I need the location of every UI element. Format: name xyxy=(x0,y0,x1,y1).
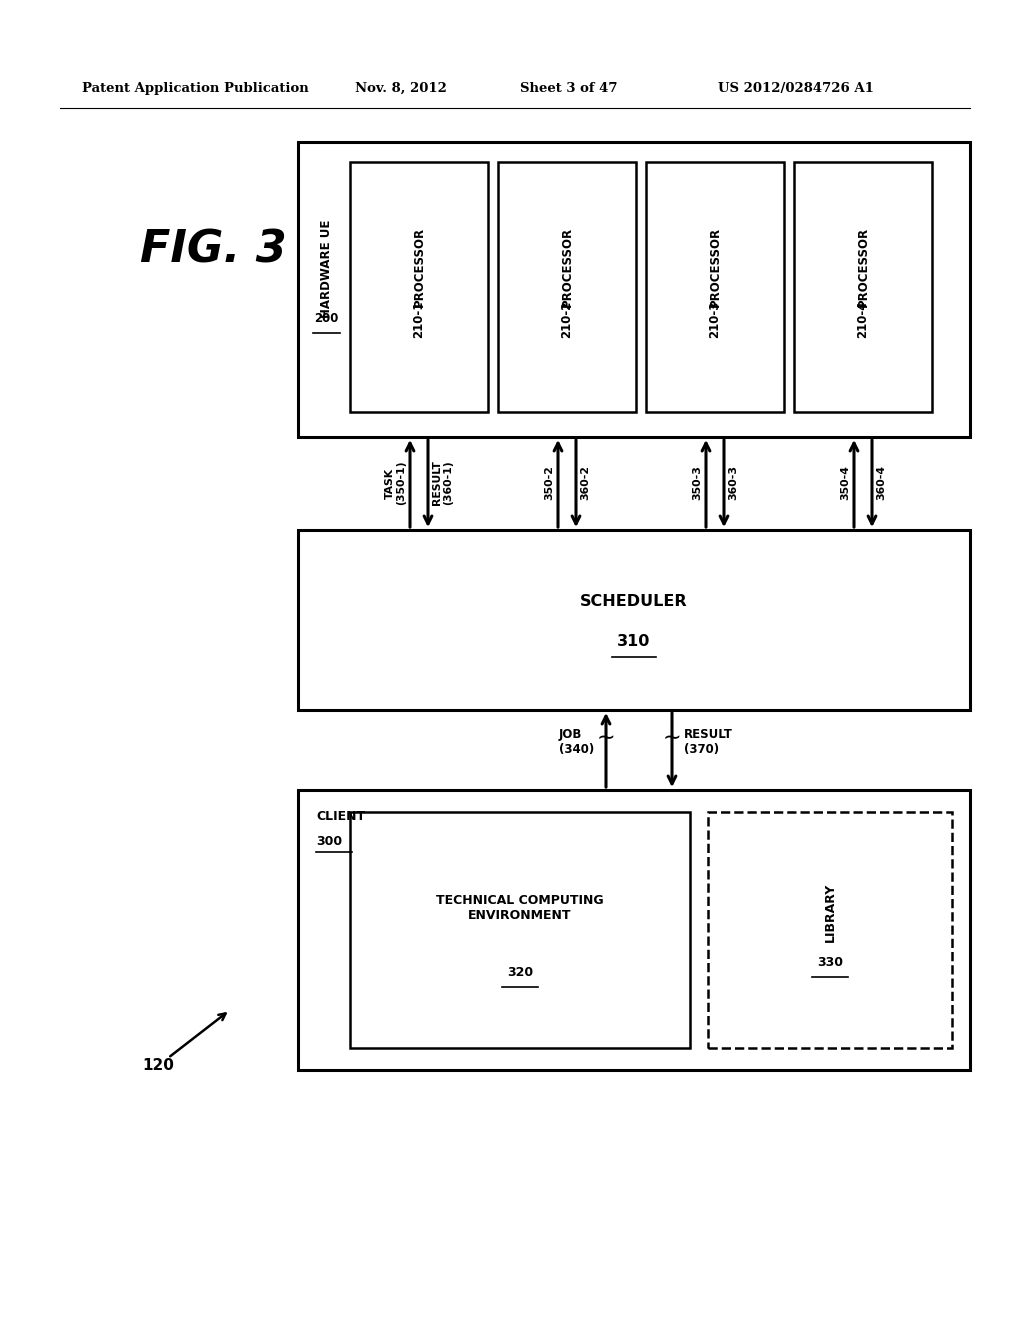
Text: ∼: ∼ xyxy=(663,729,681,748)
Text: 320: 320 xyxy=(507,965,534,978)
Bar xyxy=(350,162,488,412)
Text: 300: 300 xyxy=(316,836,342,847)
Text: 360-2: 360-2 xyxy=(580,466,590,500)
Text: SCHEDULER: SCHEDULER xyxy=(581,594,688,610)
Text: 350-4: 350-4 xyxy=(840,466,850,500)
Text: PROCESSOR: PROCESSOR xyxy=(560,227,573,308)
Text: Nov. 8, 2012: Nov. 8, 2012 xyxy=(355,82,446,95)
Text: 350-2: 350-2 xyxy=(544,466,554,500)
Text: FIG. 3: FIG. 3 xyxy=(140,228,287,272)
Bar xyxy=(298,531,970,710)
Bar xyxy=(350,812,690,1048)
Text: LIBRARY: LIBRARY xyxy=(823,882,837,941)
Text: 210-1: 210-1 xyxy=(413,301,426,338)
Text: 330: 330 xyxy=(817,956,843,969)
Text: CLIENT: CLIENT xyxy=(316,810,366,822)
Text: 120: 120 xyxy=(142,1057,174,1072)
Text: 360-4: 360-4 xyxy=(876,466,886,500)
Text: HARDWARE UE: HARDWARE UE xyxy=(319,220,333,318)
Text: TASK
(350-1): TASK (350-1) xyxy=(384,461,406,506)
Text: Sheet 3 of 47: Sheet 3 of 47 xyxy=(520,82,617,95)
Bar xyxy=(708,812,952,1048)
Text: 210-4: 210-4 xyxy=(856,300,869,338)
Text: TECHNICAL COMPUTING
ENVIRONMENT: TECHNICAL COMPUTING ENVIRONMENT xyxy=(436,894,604,921)
Text: 360-3: 360-3 xyxy=(728,466,738,500)
Text: Patent Application Publication: Patent Application Publication xyxy=(82,82,309,95)
Text: RESULT
(360-1): RESULT (360-1) xyxy=(432,461,454,506)
Text: PROCESSOR: PROCESSOR xyxy=(413,227,426,308)
Text: 310: 310 xyxy=(617,635,650,649)
Text: 210-3: 210-3 xyxy=(709,301,722,338)
Text: PROCESSOR: PROCESSOR xyxy=(709,227,722,308)
Text: ∼: ∼ xyxy=(597,729,615,748)
Bar xyxy=(298,143,970,437)
Text: RESULT
(370): RESULT (370) xyxy=(684,729,733,756)
Text: JOB
(340): JOB (340) xyxy=(559,729,594,756)
Bar xyxy=(498,162,636,412)
Bar xyxy=(646,162,784,412)
Bar xyxy=(794,162,932,412)
Text: 210-2: 210-2 xyxy=(560,301,573,338)
Text: 350-3: 350-3 xyxy=(692,466,702,500)
Text: 200: 200 xyxy=(313,313,338,326)
Text: PROCESSOR: PROCESSOR xyxy=(856,227,869,308)
Bar xyxy=(298,789,970,1071)
Text: US 2012/0284726 A1: US 2012/0284726 A1 xyxy=(718,82,873,95)
